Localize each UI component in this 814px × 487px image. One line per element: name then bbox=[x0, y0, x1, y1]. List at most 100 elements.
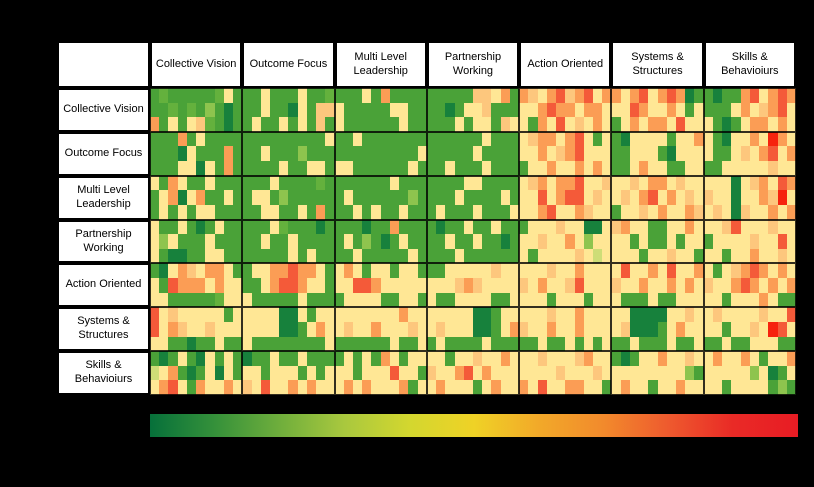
heatmap-cell bbox=[463, 278, 473, 293]
heatmap-cell bbox=[583, 380, 593, 395]
heatmap-cell bbox=[657, 219, 667, 235]
heatmap-cell bbox=[196, 161, 206, 176]
heatmap-cell bbox=[436, 263, 446, 279]
heatmap-cell bbox=[159, 175, 169, 191]
heatmap-cell bbox=[334, 380, 344, 395]
heatmap-cell bbox=[592, 321, 603, 337]
heatmap-cell bbox=[583, 321, 593, 337]
heatmap-cell bbox=[759, 190, 769, 205]
heatmap-cell bbox=[482, 321, 492, 337]
heatmap-cell bbox=[463, 146, 473, 162]
heatmap-cell bbox=[445, 131, 455, 147]
heatmap-cell bbox=[657, 131, 667, 147]
heatmap-cell bbox=[528, 278, 538, 293]
heatmap-cell bbox=[168, 248, 178, 264]
heatmap-cell bbox=[786, 292, 796, 308]
heatmap-cell bbox=[666, 292, 677, 308]
heatmap-cell bbox=[436, 278, 446, 293]
heatmap-cell bbox=[353, 190, 363, 205]
heatmap-cell bbox=[657, 234, 667, 249]
heatmap-cell bbox=[574, 351, 584, 366]
heatmap-cell bbox=[251, 365, 261, 381]
heatmap-cell bbox=[722, 88, 732, 103]
heatmap-cell bbox=[749, 365, 760, 381]
heatmap-cell bbox=[205, 336, 215, 352]
heatmap-cell bbox=[389, 380, 400, 395]
heatmap-cell bbox=[629, 292, 640, 308]
heatmap-cell bbox=[251, 336, 261, 352]
heatmap-cell bbox=[768, 88, 778, 103]
heatmap-cell bbox=[565, 117, 575, 132]
heatmap-cell bbox=[288, 117, 298, 132]
heatmap-cell bbox=[150, 321, 160, 337]
heatmap-cell bbox=[722, 278, 732, 293]
row-header-column: Collective Vision Outcome Focus Multi Leve… bbox=[57, 88, 150, 396]
heatmap-cell bbox=[242, 161, 252, 176]
heatmap-cell bbox=[768, 351, 778, 366]
heatmap-cell bbox=[546, 321, 557, 337]
heatmap-cell bbox=[777, 292, 787, 308]
heatmap-cell bbox=[786, 161, 796, 176]
row-header: Outcome Focus bbox=[57, 131, 150, 176]
heatmap-cell bbox=[777, 336, 787, 352]
heatmap-cell bbox=[279, 117, 289, 132]
heatmap-cell bbox=[408, 307, 418, 322]
heatmap-cell bbox=[500, 248, 510, 264]
heatmap-cell bbox=[325, 336, 335, 352]
heatmap-cell bbox=[768, 219, 778, 235]
heatmap-cell bbox=[297, 351, 307, 366]
heatmap-cell bbox=[666, 351, 677, 366]
heatmap-cell bbox=[519, 102, 529, 118]
heatmap-cell bbox=[509, 219, 520, 235]
heatmap-cell bbox=[786, 102, 796, 118]
heatmap-cell bbox=[491, 234, 501, 249]
heatmap-cell bbox=[251, 380, 261, 395]
heatmap-cell bbox=[436, 146, 446, 162]
heatmap-cell bbox=[657, 248, 667, 264]
heatmap-cell bbox=[168, 365, 178, 381]
heatmap-cell bbox=[279, 131, 289, 147]
heatmap-cell bbox=[639, 175, 649, 191]
heatmap-cell bbox=[389, 131, 400, 147]
heatmap-cell bbox=[297, 219, 307, 235]
heatmap-cell bbox=[666, 131, 677, 147]
heatmap-cell bbox=[288, 161, 298, 176]
heatmap-cell bbox=[177, 161, 187, 176]
heatmap-cell bbox=[389, 234, 400, 249]
heatmap-cell bbox=[417, 131, 427, 147]
heatmap-cell bbox=[205, 190, 215, 205]
heatmap-cell bbox=[592, 204, 603, 220]
heatmap-cell bbox=[325, 161, 335, 176]
legend-gradient-bar bbox=[150, 414, 798, 437]
heatmap-cell bbox=[657, 161, 667, 176]
heatmap-cell bbox=[620, 307, 630, 322]
heatmap-cell bbox=[150, 278, 160, 293]
heatmap-cell bbox=[436, 234, 446, 249]
heatmap-cell bbox=[251, 292, 261, 308]
heatmap-cell bbox=[214, 204, 224, 220]
heatmap-cell bbox=[454, 204, 464, 220]
heatmap-cell bbox=[694, 175, 704, 191]
heatmap-cell bbox=[491, 131, 501, 147]
heatmap-cell bbox=[463, 234, 473, 249]
heatmap-cell bbox=[592, 161, 603, 176]
heatmap-cell bbox=[528, 380, 538, 395]
heatmap-cell bbox=[546, 102, 557, 118]
heatmap-cell bbox=[556, 161, 566, 176]
heatmap-grid bbox=[150, 88, 796, 395]
heatmap-cell bbox=[694, 263, 704, 279]
heatmap-cell bbox=[519, 219, 529, 235]
heatmap-cell bbox=[196, 117, 206, 132]
heatmap-cell bbox=[500, 336, 510, 352]
heatmap-cell bbox=[528, 336, 538, 352]
heatmap-cell bbox=[703, 336, 713, 352]
heatmap-cell bbox=[611, 161, 621, 176]
heatmap-cell bbox=[749, 234, 760, 249]
heatmap-cell bbox=[602, 102, 612, 118]
heatmap-cell bbox=[620, 146, 630, 162]
heatmap-cell bbox=[426, 292, 437, 308]
matrix-table: Collective Vision Outcome Focus Multi Leve… bbox=[57, 41, 796, 396]
heatmap-cell bbox=[639, 190, 649, 205]
heatmap-cell bbox=[417, 146, 427, 162]
heatmap-cell bbox=[177, 321, 187, 337]
